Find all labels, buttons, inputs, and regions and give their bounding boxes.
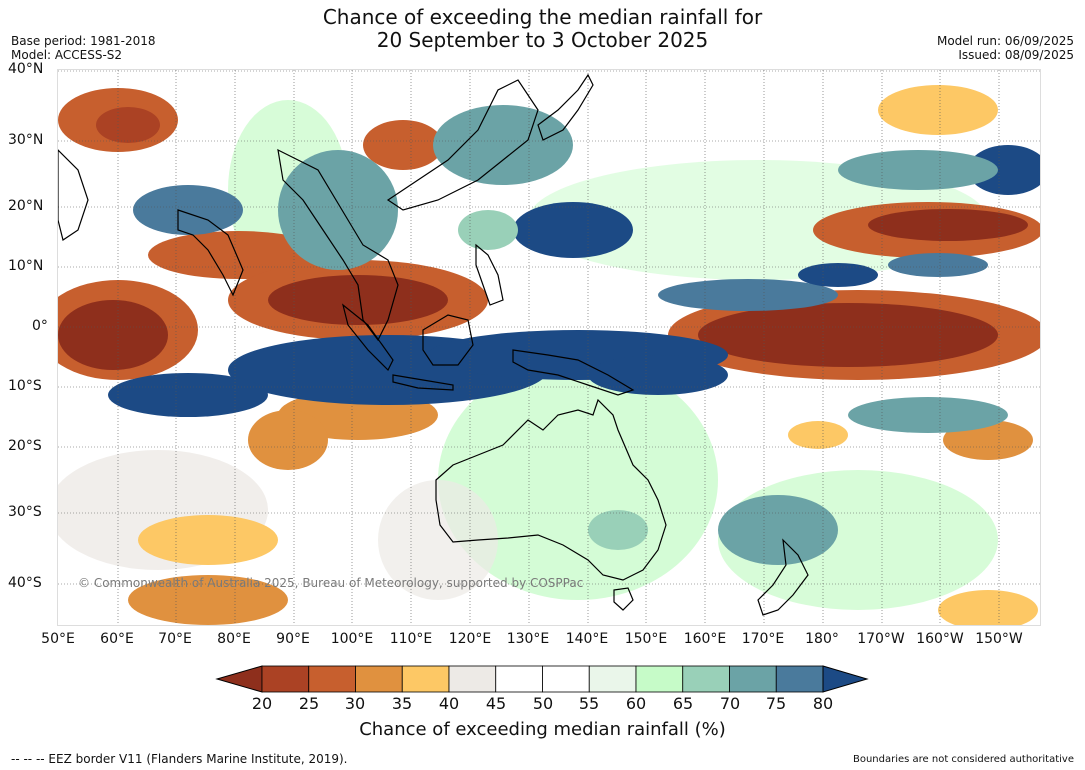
lon-label-120e: 120°E [448,631,492,647]
australia-coastline [435,398,667,581]
map-title-line1: Chance of exceeding the median rainfall … [322,5,763,29]
lon-label-160w: 160°W [916,631,964,647]
colorbar-segment [682,665,730,693]
colorbar-segment [308,665,356,693]
colorbar-tick: 70 [719,694,741,713]
colorbar-segment [542,665,590,693]
colorbar-segment [588,665,637,693]
eez-legend: -- -- -- EEZ border V11 (Flanders Marine… [11,752,348,766]
lon-label-60e: 60°E [100,631,134,647]
lon-label-170w: 170°W [857,631,905,647]
lat-label-10s: 10°S [8,378,42,394]
colorbar-tick: 20 [251,694,273,713]
colorbar-tick: 30 [344,694,366,713]
colorbar-segment [729,665,777,693]
colorbar-tick: 35 [391,694,413,713]
lon-label-150e: 150°E [624,631,668,647]
lat-label-20s: 20°S [8,438,42,454]
lon-label-180: 180° [805,631,839,647]
coastlines [58,73,809,616]
dry-anomaly-regions [58,85,1040,625]
base-period: Base period: 1981-2018 [11,34,156,48]
rainfall-probability-map: © Commonwealth of Australia 2025, Bureau… [57,69,1041,626]
lat-label-30s: 30°S [8,504,42,520]
philippines-coastline [475,243,504,306]
new-zealand-coastline [757,538,809,616]
lon-label-100e: 100°E [330,631,374,647]
colorbar-tick: 50 [532,694,554,713]
colorbar [215,665,869,693]
colorbar-segment [355,665,403,693]
lon-label-130e: 130°E [506,631,550,647]
colorbar-tick: 65 [672,694,694,713]
arabia-coastline [58,149,89,241]
lon-label-70e: 70°E [158,631,192,647]
copyright-text: © Commonwealth of Australia 2025, Bureau… [78,576,583,590]
colorbar-title: Chance of exceeding median rainfall (%) [359,719,726,740]
china-coastline [386,79,539,211]
lon-label-50e: 50°E [41,631,75,647]
lat-label-40s: 40°S [8,575,42,591]
lat-label-10n: 10°N [8,258,44,274]
colorbar-segments [261,665,824,693]
colorbar-tick: 25 [298,694,320,713]
lat-label-40n: 40°N [8,61,44,77]
colorbar-tick: 60 [625,694,647,713]
colorbar-segment [495,665,543,693]
lat-label-equator: 0° [32,318,48,334]
colorbar-low-arrow [215,665,263,693]
colorbar-segment [775,665,824,693]
graticule [58,70,1040,625]
colorbar-tick: 80 [812,694,834,713]
model-name: Model: ACCESS-S2 [11,48,123,62]
colorbar-high-arrow [822,665,869,693]
model-run: Model run: 06/09/2025 [936,34,1074,48]
colorbar-segment [448,665,497,693]
issued-date: Issued: 08/09/2025 [958,48,1074,62]
sumatra-coastline [341,303,394,372]
lon-label-80e: 80°E [217,631,251,647]
lon-label-160e: 160°E [683,631,727,647]
india-coastline [177,209,244,297]
lon-label-140e: 140°E [565,631,609,647]
map-canvas: © Commonwealth of Australia 2025, Bureau… [58,70,1040,625]
japan-coastline [537,73,594,141]
lon-label-170e: 170°E [741,631,785,647]
colorbar-segment [261,665,310,693]
colorbar-tick: 40 [438,694,460,713]
lon-label-150w: 150°W [975,631,1023,647]
colorbar-segment [635,665,684,693]
map-title-line2: 20 September to 3 October 2025 [376,28,709,52]
new-guinea-coastline [512,349,635,396]
colorbar-tick: 75 [765,694,787,713]
colorbar-tick: 45 [485,694,507,713]
boundary-disclaimer: Boundaries are not considered authoritat… [852,754,1074,765]
lat-label-30n: 30°N [8,132,44,148]
tasmania-coastline [613,587,634,611]
java-coastline [392,374,454,391]
colorbar-segment [401,665,450,693]
borneo-coastline [422,314,474,366]
lon-label-110e: 110°E [389,631,433,647]
colorbar-tick: 55 [578,694,600,713]
lat-label-20n: 20°N [8,198,44,214]
lon-label-90e: 90°E [276,631,310,647]
